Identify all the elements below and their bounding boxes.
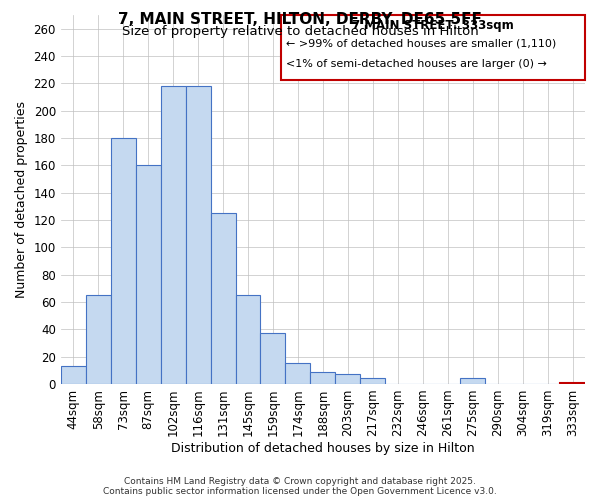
Bar bbox=[211, 213, 236, 384]
Y-axis label: Number of detached properties: Number of detached properties bbox=[15, 101, 28, 298]
Bar bbox=[86, 295, 111, 384]
FancyBboxPatch shape bbox=[281, 15, 585, 80]
Text: Contains HM Land Registry data © Crown copyright and database right 2025.: Contains HM Land Registry data © Crown c… bbox=[124, 477, 476, 486]
Bar bbox=[136, 166, 161, 384]
Bar bbox=[236, 295, 260, 384]
Text: ← >99% of detached houses are smaller (1,110): ← >99% of detached houses are smaller (1… bbox=[286, 39, 556, 49]
X-axis label: Distribution of detached houses by size in Hilton: Distribution of detached houses by size … bbox=[171, 442, 475, 455]
Bar bbox=[260, 334, 286, 384]
Text: 7 MAIN STREET: 333sqm: 7 MAIN STREET: 333sqm bbox=[352, 20, 514, 32]
Bar bbox=[310, 372, 335, 384]
Text: Size of property relative to detached houses in Hilton: Size of property relative to detached ho… bbox=[122, 25, 478, 38]
Bar bbox=[111, 138, 136, 384]
Bar bbox=[161, 86, 185, 384]
Bar bbox=[460, 378, 485, 384]
Bar bbox=[61, 366, 86, 384]
Bar bbox=[286, 364, 310, 384]
Text: Contains public sector information licensed under the Open Government Licence v3: Contains public sector information licen… bbox=[103, 487, 497, 496]
Bar bbox=[335, 374, 361, 384]
Text: 7, MAIN STREET, HILTON, DERBY, DE65 5FF: 7, MAIN STREET, HILTON, DERBY, DE65 5FF bbox=[118, 12, 482, 28]
Bar bbox=[560, 382, 585, 384]
Bar bbox=[185, 86, 211, 384]
Bar bbox=[361, 378, 385, 384]
Text: <1% of semi-detached houses are larger (0) →: <1% of semi-detached houses are larger (… bbox=[286, 60, 547, 70]
